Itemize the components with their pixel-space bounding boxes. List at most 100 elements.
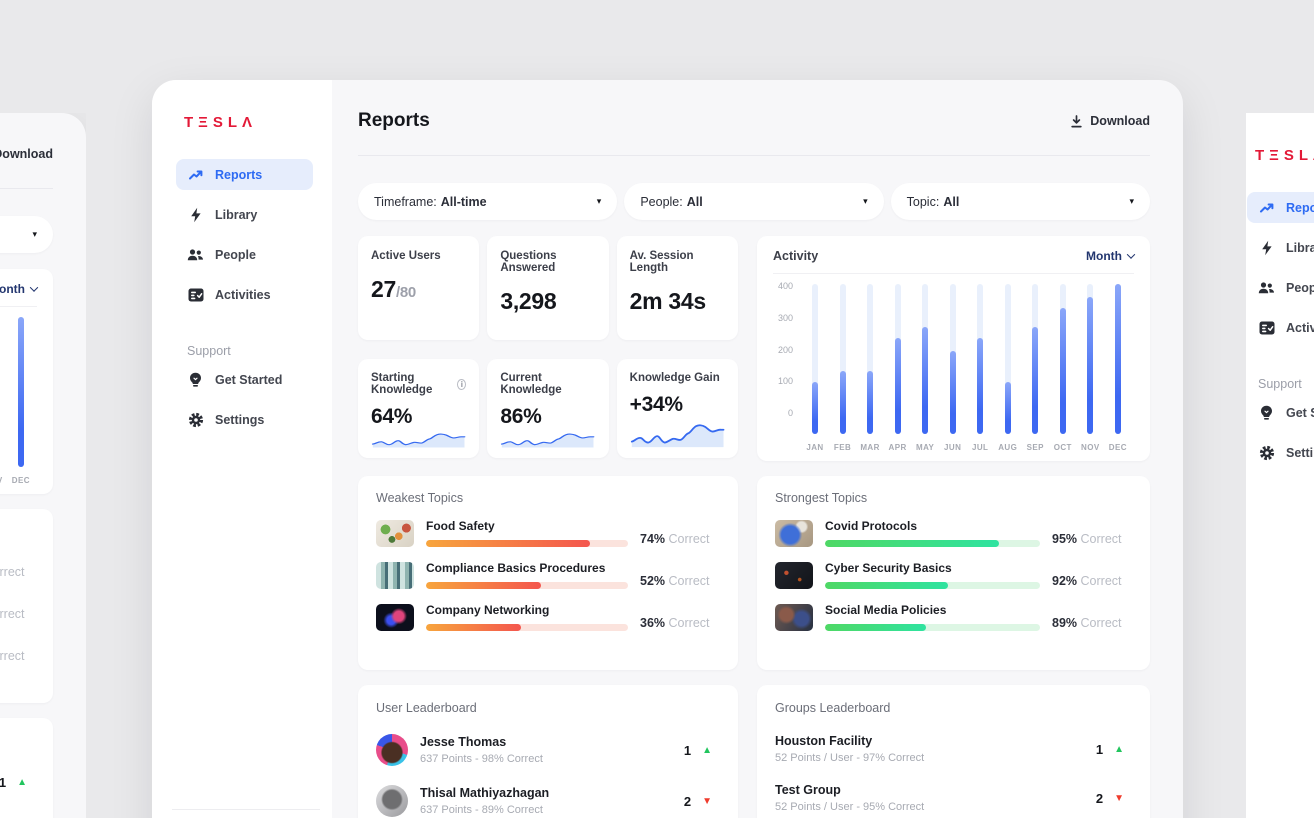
activity-range-dropdown[interactable]: Month xyxy=(0,282,39,296)
people-icon xyxy=(1258,279,1275,296)
topic-score: 92% Correct xyxy=(0,607,25,621)
topic-thumbnail xyxy=(775,603,813,631)
topic-row[interactable]: Social Media Policies 89% Correct xyxy=(775,603,1132,631)
activity-range-label: Month xyxy=(1086,249,1122,263)
gear-icon xyxy=(1258,444,1275,461)
lightning-icon xyxy=(187,206,204,223)
sidebar-item-reports[interactable]: Reports xyxy=(1247,192,1314,223)
knowledge-gain-card: Knowledge Gain +34% xyxy=(616,359,738,458)
progress-bar xyxy=(426,540,628,547)
sidebar-item-get-started[interactable]: Get Started xyxy=(1247,397,1314,428)
download-button[interactable]: Download xyxy=(0,147,53,161)
rank-badge: 1 ▲ xyxy=(683,742,712,758)
chevron-down-icon: ▾ xyxy=(32,229,37,239)
avatar xyxy=(376,785,408,817)
topic-row[interactable]: Compliance Basics Procedures 52% Correct xyxy=(376,561,720,589)
carousel-next-slide-preview[interactable]: TΞSLΛ Reports Library People xyxy=(1246,113,1314,818)
carousel-previous-slide-preview[interactable]: TΞSLΛ Reports Library People xyxy=(0,113,86,818)
leaderboard-row[interactable]: Houston Facility 52 Points / User - 97% … xyxy=(0,767,35,797)
sidebar-item-get-started[interactable]: Get Started xyxy=(176,364,313,395)
sidebar-support-nav: Get Started Settings xyxy=(1247,397,1314,468)
topic-info: Company Networking xyxy=(426,603,628,631)
leaderboard-row[interactable]: Houston Facility 52 Points / User - 97% … xyxy=(775,734,1132,764)
card-title: Groups Leaderboard xyxy=(775,701,891,715)
topic-row[interactable]: Cyber Security Basics 92% Correct xyxy=(775,561,1132,589)
sidebar-item-settings[interactable]: Settings xyxy=(176,404,313,435)
chevron-down-icon: ▾ xyxy=(863,196,868,206)
strongest-topics-card: Strongest Topics Covid Protocols 95% Cor… xyxy=(757,476,1150,670)
sidebar-item-reports[interactable]: Reports xyxy=(176,159,313,190)
sidebar-item-settings[interactable]: Settings xyxy=(1247,437,1314,468)
topic-row[interactable]: Covid Protocols 95% Correct xyxy=(0,552,35,580)
activity-bar: MAR xyxy=(858,284,882,455)
activity-bar: AUG xyxy=(996,284,1020,455)
topic-row[interactable]: Social Media Policies 89% Correct xyxy=(0,636,35,664)
sidebar-item-activities[interactable]: Activities xyxy=(1247,312,1314,343)
page-title: Reports xyxy=(358,110,430,131)
timeframe-filter[interactable]: Timeframe: All-time ▾ xyxy=(358,183,618,220)
sidebar-nav: Reports Library People Activities xyxy=(176,159,313,310)
topic-row[interactable]: Company Networking 36% Correct xyxy=(376,603,720,631)
main-content: Reports Download Timeframe:All-time ▾ Pe… xyxy=(0,113,86,818)
carousel-main-slot: TΞSLΛ Reports Library People xyxy=(152,80,1183,818)
activity-range-dropdown[interactable]: Month xyxy=(1086,249,1136,263)
trend-up-icon xyxy=(1258,199,1275,216)
support-section-label: Support xyxy=(1258,377,1302,391)
leaderboard-row[interactable]: Thisal Mathiyazhagan 637 Points - 89% Co… xyxy=(376,785,720,817)
topic-row[interactable]: Food Safety 74% Correct xyxy=(376,519,720,547)
sidebar-item-library[interactable]: Library xyxy=(176,199,313,230)
trend-arrow-icon: ▼ xyxy=(1114,792,1124,804)
stat-value: 2m 34s xyxy=(629,288,707,314)
progress-bar xyxy=(426,582,628,589)
trend-arrow-icon: ▲ xyxy=(702,744,712,756)
topic-info: Cyber Security Basics xyxy=(825,561,1040,589)
leaderboard-row[interactable]: Jesse Thomas 637 Points - 98% Correct 1 ▲ xyxy=(376,734,720,766)
filter-bar: Timeframe:All-time ▾ People:All ▾ Topic:… xyxy=(0,216,53,253)
activity-bar: DEC xyxy=(9,317,33,488)
sidebar-item-activities[interactable]: Activities xyxy=(176,279,313,310)
card-title: Weakest Topics xyxy=(376,491,464,505)
sidebar: TΞSLΛ Reports Library People xyxy=(1246,113,1314,818)
leaderboard-user-info: Jesse Thomas 637 Points - 98% Correct xyxy=(420,735,543,765)
topic-score: 89% Correct xyxy=(1052,616,1122,630)
leaderboard-row[interactable]: Test Group 52 Points / User - 95% Correc… xyxy=(775,783,1132,813)
stat-value: 3,298 xyxy=(500,288,557,314)
download-button[interactable]: Download xyxy=(1070,114,1150,128)
activity-bar: APR xyxy=(886,284,910,455)
sidebar-item-label: People xyxy=(1286,280,1314,295)
topic-thumbnail xyxy=(775,561,813,589)
topic-filter[interactable]: Topic:All ▾ xyxy=(0,216,53,253)
stat-label: Knowledge Gain xyxy=(629,372,720,384)
gear-icon xyxy=(187,411,204,428)
sidebar-nav: Reports Library People Activities xyxy=(1247,192,1314,343)
activity-header: Activity Month xyxy=(0,282,39,307)
card-title: User Leaderboard xyxy=(376,701,477,715)
stat-value: +34% xyxy=(629,393,683,416)
sidebar-item-people[interactable]: People xyxy=(1247,272,1314,303)
card-title: Strongest Topics xyxy=(0,524,35,538)
topic-thumbnail xyxy=(775,519,813,547)
topic-score: 95% Correct xyxy=(1052,532,1122,546)
activity-bar: JUL xyxy=(968,284,992,455)
topic-thumbnail xyxy=(376,561,414,589)
filter-text: Timeframe: All-time xyxy=(374,194,487,209)
weakest-topics-card: Weakest Topics Food Safety 74% Correct C… xyxy=(358,476,738,670)
people-filter[interactable]: People: All ▾ xyxy=(624,183,884,220)
topic-row[interactable]: Cyber Security Basics 92% Correct xyxy=(0,594,35,622)
progress-bar xyxy=(825,582,1040,589)
activity-bar: DEC xyxy=(1106,284,1130,455)
sidebar-item-library[interactable]: Library xyxy=(1247,232,1314,263)
user-leaderboard-card: User Leaderboard Jesse Thomas 637 Points… xyxy=(358,685,738,818)
topic-filter[interactable]: Topic:All ▾ xyxy=(890,183,1150,220)
activity-bar: JUN xyxy=(941,284,965,455)
rank-badge: 1 ▲ xyxy=(0,774,27,790)
sidebar-item-people[interactable]: People xyxy=(176,239,313,270)
chevron-down-icon xyxy=(29,283,39,292)
topic-score: 92% Correct xyxy=(1052,574,1122,588)
chevron-down-icon: ▾ xyxy=(1129,196,1134,206)
lightbulb-icon xyxy=(1258,404,1275,421)
topic-row[interactable]: Covid Protocols 95% Correct xyxy=(775,519,1132,547)
